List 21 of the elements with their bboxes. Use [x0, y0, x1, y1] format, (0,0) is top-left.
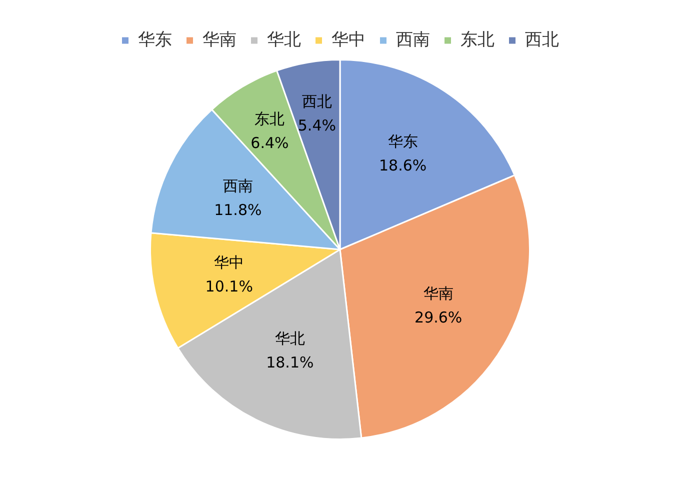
slice-label: 西南 [222, 176, 253, 195]
slice-label: 华东 [388, 132, 418, 150]
slice-label: 华中 [214, 253, 244, 272]
data-label: 18.6% [378, 156, 427, 174]
slice-label: 东北 [254, 110, 285, 128]
legend-label: 华南 [202, 30, 236, 50]
slice-label: 华北 [274, 330, 305, 348]
data-label: 10.1% [205, 277, 253, 296]
legend-label: 华北 [266, 30, 301, 50]
data-label: 18.1% [266, 354, 314, 372]
legend-label: 西北 [524, 30, 559, 50]
legend-label: 东北 [460, 30, 494, 50]
data-label: 5.4% [298, 116, 336, 135]
legend-label: 西南 [396, 30, 430, 50]
data-label: 6.4% [250, 134, 289, 152]
legend-label: 华中 [331, 30, 366, 50]
data-label: 29.6% [414, 308, 462, 327]
data-label: 11.8% [214, 200, 262, 219]
legend-label: 华东 [138, 30, 172, 50]
slice-label: 华南 [423, 284, 454, 303]
slice-label: 西北 [302, 92, 332, 111]
